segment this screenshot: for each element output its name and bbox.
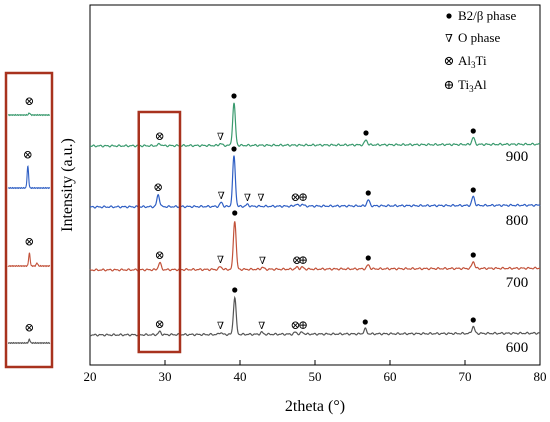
legend-marker: ∇ (445, 33, 453, 45)
inset-line-700 (7, 252, 51, 268)
b2-phase-marker (365, 255, 371, 261)
series-line-800 (90, 155, 541, 209)
b2-phase-marker (362, 319, 368, 325)
x-tick-label: 20 (84, 369, 97, 384)
series-label-600: 600 (506, 340, 529, 356)
phase-marker: ∇ (217, 132, 224, 143)
b2-phase-marker (231, 146, 237, 152)
phase-markers: ⊗ ∇⊗∇ ∇ ∇ ⊗⊕⊗ ∇ ∇ ⊗⊕⊗ ∇ ∇ ⊗⊕ (153, 93, 476, 332)
x-tick-label: 70 (459, 369, 472, 384)
series-labels: 900 800 700 600 (506, 149, 529, 356)
b2-phase-marker (232, 287, 238, 293)
series-label-800: 800 (506, 213, 529, 229)
inset-line-900 (7, 112, 51, 117)
phase-marker: ∇ (244, 193, 251, 204)
x-tick-label: 40 (234, 369, 247, 384)
phase-marker: ∇ (258, 193, 265, 204)
legend-label: B2/β phase (458, 8, 516, 23)
phase-marker: ⊗ (153, 180, 163, 194)
b2-phase-marker (231, 93, 237, 99)
inset-panel: ⊗ ⊗ ⊗ ⊗ (4, 71, 54, 369)
x-tick-label: 50 (309, 369, 322, 384)
legend-marker: ⊕ (444, 77, 455, 92)
inset-frame (4, 71, 54, 369)
b2-phase-marker (470, 317, 476, 323)
b2-phase-marker (365, 190, 371, 196)
phase-marker: ⊕ (298, 253, 308, 267)
phase-marker: ⊗ (290, 318, 300, 332)
phase-marker: ⊗ (292, 253, 302, 267)
inset-al3ti-marker: ⊗ (23, 147, 33, 161)
b2-phase-marker (363, 130, 369, 136)
b2-phase-marker (470, 128, 476, 134)
inset-al3ti-marker: ⊗ (24, 234, 34, 248)
phase-marker: ∇ (218, 191, 225, 202)
phase-marker: ⊗ (155, 317, 165, 331)
legend-marker-b2 (446, 13, 452, 19)
legend-marker: ⊗ (444, 53, 455, 68)
b2-phase-marker (232, 210, 238, 216)
x-tick-label: 80 (534, 369, 547, 384)
phase-marker: ∇ (217, 321, 224, 332)
inset-al3ti-marker: ⊗ (24, 94, 34, 108)
series-label-900: 900 (506, 149, 529, 165)
x-axis-label: 2theta (°) (285, 398, 345, 415)
y-axis-label: Intensity (a.u.) (59, 138, 76, 232)
x-ticks: 20 30 40 50 60 70 80 (84, 360, 547, 384)
phase-marker: ⊗ (155, 248, 165, 262)
legend: B2/β phase ∇ O phase⊗ Al3Ti⊕ Ti3Al (444, 8, 517, 94)
x-tick-label: 60 (384, 369, 397, 384)
series-line-600 (89, 295, 541, 337)
legend-label: Ti3Al (458, 77, 487, 94)
series-label-700: 700 (506, 275, 529, 291)
phase-marker: ∇ (259, 256, 266, 267)
phase-marker: ⊕ (298, 318, 308, 332)
inset-al3ti-marker: ⊗ (24, 320, 34, 334)
series-line-900 (89, 102, 541, 148)
phase-marker: ⊕ (298, 190, 308, 204)
phase-marker: ∇ (258, 321, 265, 332)
b2-phase-marker (470, 252, 476, 258)
legend-label: O phase (458, 30, 500, 45)
b2-phase-marker (470, 187, 476, 193)
inset-line-800 (7, 165, 51, 190)
x-tick-label: 30 (159, 369, 172, 384)
series-lines (89, 102, 541, 337)
phase-marker: ∇ (217, 255, 224, 266)
inset-line-600 (7, 338, 51, 345)
legend-label: Al3Ti (458, 53, 487, 70)
phase-marker: ⊗ (290, 190, 300, 204)
highlight-box (137, 110, 182, 354)
phase-marker: ⊗ (155, 129, 165, 143)
series-line-700 (89, 221, 541, 272)
